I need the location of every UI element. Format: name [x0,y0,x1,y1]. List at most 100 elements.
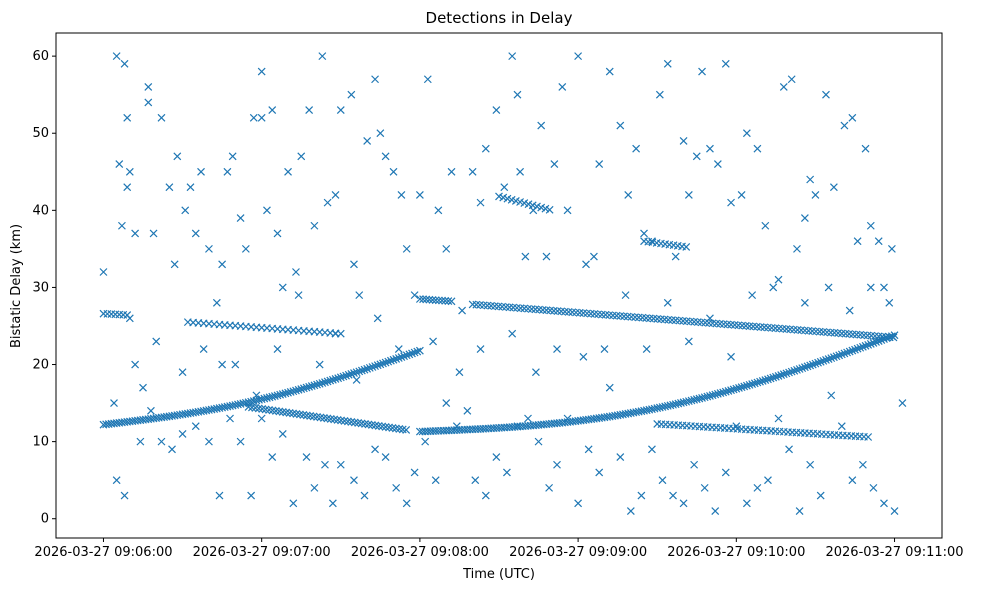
data-point [753,483,762,492]
data-point [438,296,446,305]
data-point [379,359,387,368]
data-point [125,167,134,176]
data-point [415,190,424,199]
data-point [152,337,161,346]
data-point [616,453,625,461]
data-point [814,358,822,367]
data-point [360,365,369,374]
data-point [785,368,793,377]
data-point [212,298,221,307]
data-point [191,229,200,238]
data-point [840,121,849,130]
data-point [310,483,319,492]
data-point [843,348,851,357]
data-point [323,377,332,386]
y-tick-label: 40 [32,203,49,218]
data-point [112,476,121,485]
data-point [732,422,741,431]
data-point [310,221,319,230]
data-point [513,90,522,99]
data-point [394,345,403,354]
data-point [824,355,833,363]
data-point [223,167,232,176]
data-point [310,381,319,390]
data-point [806,175,815,184]
data-point [658,476,667,485]
data-point [640,229,648,238]
data-point [858,342,867,351]
x-tick-label: 2026-03-27 09:07:00 [193,545,331,560]
data-point [350,476,358,485]
data-point [806,460,815,469]
data-point [112,52,121,61]
data-point [452,422,461,431]
data-point [415,346,424,355]
data-point [590,252,598,261]
data-point [117,221,126,230]
data-point [257,414,266,423]
data-point [822,90,830,99]
data-point [181,206,190,215]
data-point [410,348,419,357]
data-point [110,399,118,408]
data-point [410,468,419,477]
data-point [827,391,836,400]
data-point [845,306,854,315]
data-point [553,460,561,469]
y-tick-label: 10 [32,435,49,450]
data-point [861,341,870,350]
data-point [381,358,390,367]
data-point [713,160,722,168]
data-point [824,283,833,292]
data-point [434,296,443,305]
data-point [442,244,451,253]
data-point [389,167,398,176]
data-point [99,268,108,276]
data-point [861,144,870,153]
data-point [376,129,385,138]
data-point [455,368,464,377]
data-point [144,98,153,107]
data-point [231,360,240,369]
data-point [360,491,369,500]
data-point [321,378,329,387]
data-point [236,437,245,446]
data-point [766,374,775,383]
data-point [877,336,886,344]
data-point [750,379,759,388]
data-point [318,379,327,387]
data-point [147,406,155,415]
data-point [584,445,593,454]
data-point [236,214,245,222]
x-tick-label: 2026-03-27 09:09:00 [509,545,647,560]
data-point [508,329,517,338]
data-point [742,499,751,508]
data-point [191,422,200,431]
data-point [742,381,751,390]
data-point [268,106,277,115]
data-point [690,460,699,469]
data-point [328,375,337,384]
data-point [866,339,875,348]
chart-title: Detections in Delay [426,9,573,27]
data-point [294,385,303,394]
data-point [793,365,801,374]
data-point [157,437,166,446]
data-point [344,370,353,379]
data-point [334,374,343,383]
data-point [402,244,411,253]
data-point [531,368,540,377]
data-point [173,152,182,161]
data-point [898,399,907,408]
data-point [724,387,733,395]
data-point [832,352,841,361]
x-axis-ticks: 2026-03-27 09:06:00 2026-03-27 09:07:00 20… [34,538,964,560]
data-point [284,167,292,176]
data-point [131,360,140,369]
data-point [574,52,583,61]
data-point [131,229,140,238]
data-point [313,380,321,389]
data-point [302,453,311,461]
data-point [428,295,437,304]
data-point [808,360,817,369]
